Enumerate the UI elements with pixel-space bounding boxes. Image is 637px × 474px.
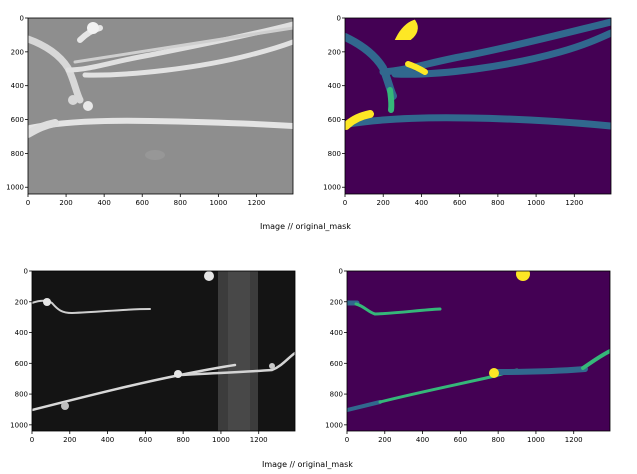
y-tick-label: 1000 xyxy=(10,421,28,429)
mask-class-3-segment xyxy=(394,19,418,40)
y-tick-label: 1000 xyxy=(6,184,24,192)
x-tick-label: 200 xyxy=(377,199,390,207)
mask-background xyxy=(347,271,610,431)
y-tick-label: 0 xyxy=(20,15,24,23)
x-tick-label: 600 xyxy=(139,436,152,444)
x-tick-label: 1000 xyxy=(527,436,545,444)
mask-class-3-segment xyxy=(405,61,428,75)
mask-class-1-segment xyxy=(345,114,611,130)
x-tick-label: 600 xyxy=(136,199,149,207)
y-tick-label: 800 xyxy=(330,391,343,399)
image-background xyxy=(28,18,293,194)
axis-ticks: 0 200 400 600 800 1000 1200 0 200 400 600 800 1000 xyxy=(323,15,583,208)
y-tick-label: 600 xyxy=(330,360,343,368)
y-tick-label: 400 xyxy=(328,82,341,90)
axis-ticks: 0 200 400 600 800 1000 1200 0 200 400 600 800 1000 xyxy=(10,268,267,445)
mask-class-3-segment xyxy=(345,110,374,130)
x-tick-label: 400 xyxy=(97,199,110,207)
x-tick-label: 0 xyxy=(343,199,347,207)
y-tick-label: 600 xyxy=(11,116,24,124)
axis-ticks: 0 200 400 600 800 1000 1200 0 200 400 600 800 1000 xyxy=(325,268,582,445)
x-tick-label: 1200 xyxy=(250,436,268,444)
y-tick-label: 200 xyxy=(330,298,343,306)
y-tick-label: 1000 xyxy=(323,184,341,192)
y-tick-label: 400 xyxy=(11,82,24,90)
mask-class-2-segment xyxy=(387,87,395,113)
mask-class-1-segment xyxy=(347,400,382,412)
axis-ticks: 0 200 400 600 800 1000 1200 0 200 400 600 800 1000 xyxy=(6,15,265,208)
figure-caption: Image // original_mask xyxy=(260,222,351,231)
x-tick-label: 0 xyxy=(26,199,30,207)
mask-class-2-segment xyxy=(354,302,442,316)
panel-mask-top: 0 200 400 600 800 1000 1200 0 200 400 600 800 1000 xyxy=(323,15,612,208)
mask-segments xyxy=(345,18,611,130)
y-tick-label: 400 xyxy=(15,329,28,337)
x-tick-label: 0 xyxy=(345,436,349,444)
y-tick-label: 400 xyxy=(330,329,343,337)
axes-frame xyxy=(27,17,294,195)
y-tick-label: 200 xyxy=(328,48,341,56)
axes-frame xyxy=(344,17,612,195)
x-tick-label: 200 xyxy=(378,436,391,444)
panel-mask-bottom: 0 200 400 600 800 1000 1200 0 200 400 600 800 1000 xyxy=(325,268,611,445)
x-tick-label: 1000 xyxy=(527,199,545,207)
x-tick-label: 600 xyxy=(454,436,467,444)
y-tick-label: 1000 xyxy=(325,421,343,429)
x-tick-label: 200 xyxy=(59,199,72,207)
y-tick-label: 0 xyxy=(24,268,28,276)
mask-segments xyxy=(347,271,610,412)
y-tick-label: 800 xyxy=(11,150,24,158)
x-tick-label: 800 xyxy=(491,436,504,444)
figure-caption: Image // original_mask xyxy=(262,460,353,469)
root-hairs xyxy=(32,271,295,431)
x-tick-label: 800 xyxy=(491,199,504,207)
y-tick-label: 600 xyxy=(328,116,341,124)
panel-image-bottom: 0 200 400 600 800 1000 1200 0 200 400 600 800 1000 xyxy=(10,268,296,445)
axes-frame xyxy=(346,270,611,432)
x-tick-label: 800 xyxy=(176,436,189,444)
x-tick-label: 800 xyxy=(174,199,187,207)
root-hairs xyxy=(28,21,293,160)
x-tick-label: 1200 xyxy=(565,199,583,207)
x-tick-label: 400 xyxy=(415,199,428,207)
mask-class-3-segment xyxy=(489,368,499,378)
y-tick-label: 0 xyxy=(339,268,343,276)
x-tick-label: 200 xyxy=(63,436,76,444)
x-tick-label: 1200 xyxy=(565,436,583,444)
mask-class-1-segment xyxy=(495,366,588,375)
mask-class-3-segment xyxy=(516,271,530,281)
y-tick-label: 200 xyxy=(15,298,28,306)
x-tick-label: 1200 xyxy=(248,199,266,207)
x-tick-label: 600 xyxy=(453,199,466,207)
x-tick-label: 400 xyxy=(416,436,429,444)
panel-image-top: 0 200 400 600 800 1000 1200 0 200 400 600 800 1000 xyxy=(6,15,294,208)
x-tick-label: 400 xyxy=(101,436,114,444)
mask-class-1-segment xyxy=(379,18,611,76)
y-tick-label: 600 xyxy=(15,360,28,368)
axes-frame xyxy=(31,270,296,432)
x-tick-label: 0 xyxy=(30,436,34,444)
y-tick-label: 800 xyxy=(15,391,28,399)
y-tick-label: 800 xyxy=(328,150,341,158)
x-tick-label: 1000 xyxy=(212,436,230,444)
mask-background xyxy=(345,18,611,194)
y-tick-label: 0 xyxy=(337,15,341,23)
y-tick-label: 200 xyxy=(11,48,24,56)
mask-class-1-segment xyxy=(391,29,611,78)
x-tick-label: 1000 xyxy=(209,199,227,207)
mask-class-2-segment xyxy=(581,349,610,370)
